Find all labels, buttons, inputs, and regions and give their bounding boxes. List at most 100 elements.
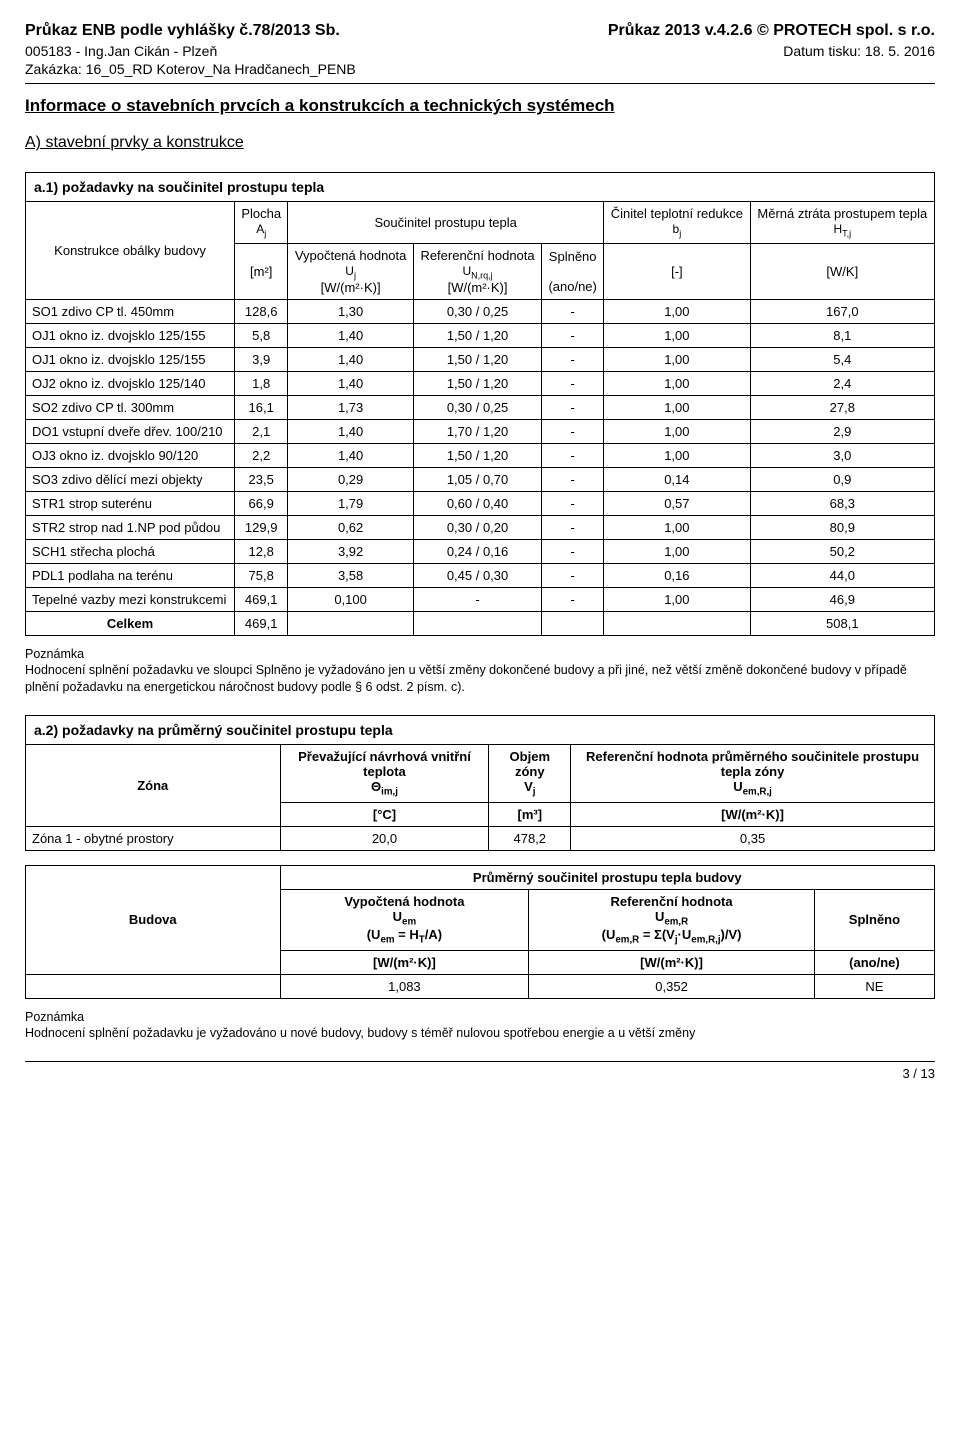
a1-col-plocha: Plocha Aj xyxy=(235,202,288,243)
a1-cell-ur: 1,05 / 0,70 xyxy=(413,468,541,492)
a2b-val-spl: NE xyxy=(814,974,934,998)
a2-col-zona: Zóna xyxy=(26,744,281,826)
a1-cell-a: 66,9 xyxy=(235,492,288,516)
a2b-col-ref-sym: Uem,R xyxy=(655,909,688,924)
table-row: OJ2 okno iz. dvojsklo 125/1401,81,401,50… xyxy=(26,372,935,396)
a1-cell-a: 75,8 xyxy=(235,564,288,588)
a1-cell-ur: 1,50 / 1,20 xyxy=(413,372,541,396)
a1-cell-a: 12,8 xyxy=(235,540,288,564)
a1-cell-b: 1,00 xyxy=(604,516,750,540)
a1-cell-s: - xyxy=(542,420,604,444)
a1-cell-s: - xyxy=(542,588,604,612)
a1-cell-b: 1,00 xyxy=(604,588,750,612)
a2-col-objem-sym: Vj xyxy=(524,779,535,794)
a1-cell-s: - xyxy=(542,396,604,420)
a1-unit-wk: [W/K] xyxy=(750,243,934,299)
a1-cell-name: STR2 strop nad 1.NP pod půdou xyxy=(26,516,235,540)
a2b-col-splneno: Splněno xyxy=(814,889,934,950)
a1-cell-ur: 0,30 / 0,25 xyxy=(413,300,541,324)
a1-col-vyp: Vypočtená hodnota Uj [W/(m²·K)] xyxy=(288,243,414,299)
a1-cell-ur: 0,30 / 0,25 xyxy=(413,396,541,420)
a1-cell-a: 129,9 xyxy=(235,516,288,540)
a1-cell-u: 3,92 xyxy=(288,540,414,564)
a1-thead: Konstrukce obálky budovy Plocha Aj Souči… xyxy=(26,202,935,300)
table-row: OJ3 okno iz. dvojsklo 90/1202,21,401,50 … xyxy=(26,444,935,468)
header-title-left: Průkaz ENB podle vyhlášky č.78/2013 Sb. xyxy=(25,20,356,42)
a1-col-plocha-sym: Aj xyxy=(256,222,266,236)
a2-col-ref-lbl: Referenční hodnota průměrného součinitel… xyxy=(586,749,919,779)
a2b-col-vyp-sym: Uem xyxy=(393,909,416,924)
a1-cell-u: 1,40 xyxy=(288,444,414,468)
main-title: Informace o stavebních prvcích a konstru… xyxy=(25,96,935,116)
a1-cell-a: 23,5 xyxy=(235,468,288,492)
a2b-col-ref: Referenční hodnota Uem,R (Uem,R = Σ(Vj·U… xyxy=(529,889,815,950)
a1-cell-h: 44,0 xyxy=(750,564,934,588)
table-row: STR2 strop nad 1.NP pod půdou129,90,620,… xyxy=(26,516,935,540)
a1-col-splneno-unit: (ano/ne) xyxy=(548,279,596,294)
a1-cell-u: 1,30 xyxy=(288,300,414,324)
note2: Poznámka Hodnocení splnění požadavku je … xyxy=(25,1009,935,1042)
a2b-budova-blank xyxy=(26,974,281,998)
header-right: Průkaz 2013 v.4.2.6 © PROTECH spol. s r.… xyxy=(608,20,935,79)
a1-cell-a: 1,8 xyxy=(235,372,288,396)
header-project: Zakázka: 16_05_RD Koterov_Na Hradčanech_… xyxy=(25,60,356,79)
table-row: Zóna 1 - obytné prostory20,0478,20,35 xyxy=(26,826,935,850)
a1-cell-b: 1,00 xyxy=(604,324,750,348)
a1-cell-ur: 1,50 / 1,20 xyxy=(413,324,541,348)
a1-cell-name: STR1 strop suterénu xyxy=(26,492,235,516)
a1-cell-h: 2,9 xyxy=(750,420,934,444)
a1-cell-b: 1,00 xyxy=(604,300,750,324)
a1-col-konstrukce: Konstrukce obálky budovy xyxy=(26,202,235,300)
table-row: SO2 zdivo CP tl. 300mm16,11,730,30 / 0,2… xyxy=(26,396,935,420)
a1-cell-b: 1,00 xyxy=(604,444,750,468)
a1-table: Konstrukce obálky budovy Plocha Aj Souči… xyxy=(25,201,935,636)
note2-title: Poznámka xyxy=(25,1009,935,1025)
a2-caption: a.2) požadavky na průměrný součinitel pr… xyxy=(25,715,935,744)
a1-cell-s: - xyxy=(542,372,604,396)
a2-cell-name: Zóna 1 - obytné prostory xyxy=(26,826,281,850)
a1-col-soucinitel: Součinitel prostupu tepla xyxy=(288,202,604,243)
a1-cell-s: - xyxy=(542,300,604,324)
a1-col-merna-sym: HT,j xyxy=(833,222,851,236)
a1-cell-s: - xyxy=(542,540,604,564)
a2b-col-ref-eq: (Uem,R = Σ(Vj·Uem,R,j)/V) xyxy=(602,927,742,942)
a1-col-splneno: Splněno (ano/ne) xyxy=(542,243,604,299)
a2-col-ref: Referenční hodnota průměrného součinitel… xyxy=(571,744,935,802)
a1-cell-h: 50,2 xyxy=(750,540,934,564)
a1-cell-a: 5,8 xyxy=(235,324,288,348)
a2b-col-ref-lbl: Referenční hodnota xyxy=(611,894,733,909)
a1-col-cinitel-sym: bj xyxy=(673,222,682,236)
a1-total-blank1 xyxy=(288,612,414,636)
a2-col-objem: Objem zóny Vj xyxy=(489,744,571,802)
table-row: STR1 strop suterénu66,91,790,60 / 0,40-0… xyxy=(26,492,935,516)
a1-cell-b: 1,00 xyxy=(604,540,750,564)
a1-col-ref: Referenční hodnota UN,rq,j [W/(m²·K)] xyxy=(413,243,541,299)
a1-total-h: 508,1 xyxy=(750,612,934,636)
a1-unit-m2: [m²] xyxy=(235,243,288,299)
a1-cell-s: - xyxy=(542,444,604,468)
a2-unit-c: [°C] xyxy=(280,802,489,826)
a2b-col-vyp-lbl: Vypočtená hodnota xyxy=(344,894,464,909)
a1-cell-b: 1,00 xyxy=(604,420,750,444)
a2-col-prevazujici-sym: Θim,j xyxy=(371,779,398,794)
a1-col-cinitel: Činitel teplotní redukce bj xyxy=(604,202,750,243)
a1-cell-s: - xyxy=(542,516,604,540)
a1-cell-ur: 0,30 / 0,20 xyxy=(413,516,541,540)
a2-col-prevazujici: Převažující návrhová vnitřní teplota Θim… xyxy=(280,744,489,802)
a2b-col-vyp: Vypočtená hodnota Uem (Uem = HT/A) xyxy=(280,889,529,950)
a1-col-vyp-lbl: Vypočtená hodnota xyxy=(295,248,407,263)
a1-col-plocha-lbl: Plocha xyxy=(241,206,281,221)
a1-cell-h: 0,9 xyxy=(750,468,934,492)
a2b-unit-ref: [W/(m²·K)] xyxy=(529,950,815,974)
a1-cell-u: 0,62 xyxy=(288,516,414,540)
a2-tbody: Zóna 1 - obytné prostory20,0478,20,35 xyxy=(26,826,935,850)
a1-unit-dash: [-] xyxy=(604,243,750,299)
a1-col-vyp-sym: Uj xyxy=(345,264,356,278)
header-date: Datum tisku: 18. 5. 2016 xyxy=(608,42,935,61)
a2b-col-vyp-eq: (Uem = HT/A) xyxy=(367,927,442,942)
table-row: SO3 zdivo dělící mezi objekty23,50,291,0… xyxy=(26,468,935,492)
header-author: 005183 - Ing.Jan Cikán - Plzeň xyxy=(25,42,356,61)
a1-cell-b: 0,16 xyxy=(604,564,750,588)
a1-cell-u: 1,40 xyxy=(288,348,414,372)
a1-cell-ur: 0,60 / 0,40 xyxy=(413,492,541,516)
